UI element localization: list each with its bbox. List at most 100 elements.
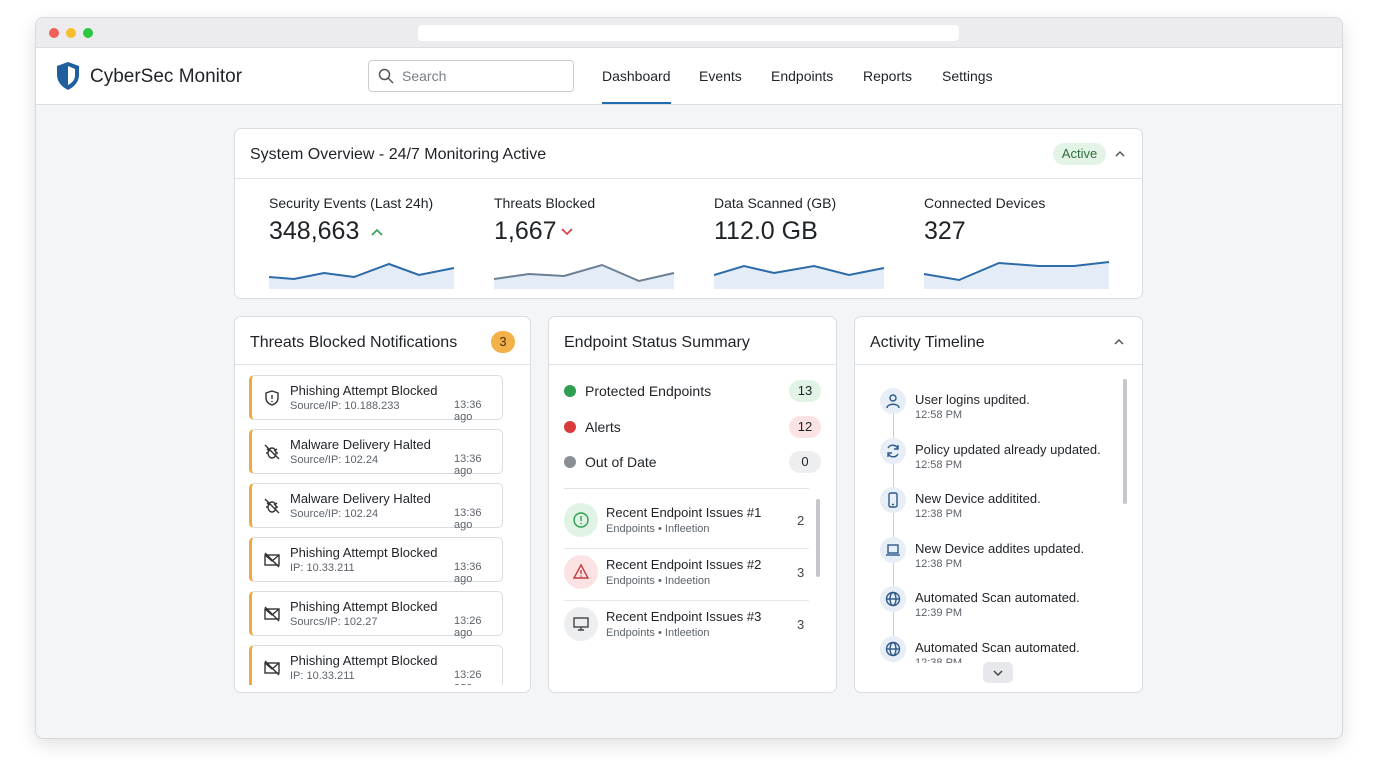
- notification-icon: [263, 605, 281, 628]
- metric-label: Security Events (Last 24h): [269, 195, 434, 211]
- divider: [235, 364, 530, 365]
- app-header: CyberSec Monitor Search Dashboard Events E…: [36, 48, 1342, 105]
- divider: [549, 364, 836, 365]
- issue-title: Recent Endpoint Issues #3: [606, 609, 762, 624]
- close-button[interactable]: [49, 28, 59, 38]
- status-label: Out of Date: [585, 454, 657, 470]
- notification-item[interactable]: Malware Delivery Halted Source/IP: 102.24…: [249, 483, 503, 531]
- logo: [57, 62, 79, 90]
- event-time: 12:38 PM: [915, 656, 963, 664]
- overview-card: System Overview - 24/7 Monitoring Active…: [234, 128, 1143, 299]
- nav-item[interactable]: Endpoints: [771, 68, 834, 84]
- divider: [564, 600, 809, 601]
- icon: [887, 444, 899, 457]
- notifications-card: Threats Blocked Notifications 3 Phishing…: [234, 316, 531, 693]
- timeline-icon: [880, 536, 906, 563]
- notification-source: Source/IP: 102.24: [290, 508, 379, 520]
- notification-source: Sourcs/IP: 102.27: [290, 616, 378, 628]
- issue-count: 3: [797, 565, 805, 580]
- timeline-card: Activity Timeline User logins updited. 12…: [854, 316, 1143, 693]
- icon: [264, 660, 280, 676]
- icon: [888, 492, 898, 508]
- nav-item[interactable]: Events: [699, 68, 742, 84]
- notification-time: 13:26 ago: [454, 615, 482, 639]
- timeline-icon: [880, 437, 906, 464]
- nav-item[interactable]: Reports: [863, 68, 913, 84]
- issue-icon: [564, 607, 598, 641]
- event-text: User logins updited.: [915, 392, 1030, 407]
- event-time: 12:58 PM: [915, 458, 963, 471]
- metric-label: Data Scanned (GB): [714, 195, 837, 211]
- divider: [855, 364, 1142, 365]
- issue-icon: [564, 555, 598, 589]
- search-box[interactable]: Search: [368, 60, 574, 92]
- sparkline: [493, 253, 684, 294]
- minimize-button[interactable]: [66, 28, 76, 38]
- notification-title: Malware Delivery Halted: [290, 437, 431, 452]
- notification-source: Source/IP: 10.188.233: [290, 400, 400, 412]
- notification-item[interactable]: Phishing Attempt Blocked Sourcs/IP: 102.2…: [249, 591, 503, 639]
- scroll-down-button[interactable]: [983, 662, 1013, 683]
- notification-icon: [263, 443, 281, 466]
- endpoints-title: Endpoint Status Summary: [564, 334, 750, 351]
- issue-count: 3: [797, 617, 805, 632]
- notification-item[interactable]: Malware Delivery Halted Source/IP: 102.24…: [249, 429, 503, 477]
- notification-item[interactable]: Phishing Attempt Blocked Source/IP: 10.18…: [249, 375, 503, 423]
- scrollbar[interactable]: [1123, 379, 1127, 504]
- count-badge: 3: [491, 331, 515, 353]
- status-count: 13: [789, 380, 821, 402]
- icon: [885, 591, 901, 607]
- status-label: Protected Endpoints: [585, 383, 712, 399]
- title-bar: [36, 18, 1342, 48]
- notification-title: Phishing Attempt Blocked: [290, 599, 438, 614]
- notification-time: 13:36 ago: [454, 507, 482, 531]
- notification-item[interactable]: Phishing Attempt Blocked IP: 10.33.211 13:…: [249, 537, 503, 585]
- timeline-icon: [880, 635, 906, 662]
- icon: [264, 498, 280, 514]
- address-bar[interactable]: [418, 25, 959, 41]
- event-time: 12:38 PM: [915, 508, 963, 520]
- scrollbar[interactable]: [816, 499, 820, 577]
- metric-label: Connected Devices: [924, 195, 1046, 211]
- status-count: 0: [789, 451, 821, 473]
- issue-count: 2: [797, 513, 805, 528]
- collapse-icon[interactable]: [1113, 147, 1127, 161]
- status-dot: [564, 420, 576, 433]
- notification-list: Phishing Attempt Blocked Source/IP: 10.18…: [235, 365, 530, 685]
- event-time: 12:58 PM: [915, 409, 963, 421]
- nav-item[interactable]: Settings: [942, 68, 993, 84]
- status-count: 12: [789, 415, 821, 438]
- sparkline: [923, 253, 1114, 294]
- issue-subtitle: Endpoints • Infleetion: [606, 523, 710, 535]
- event-text: Automated Scan automated.: [915, 639, 1080, 655]
- browser-window: CyberSec Monitor Search Dashboard Events E…: [35, 17, 1343, 739]
- timeline-icon: [880, 388, 906, 414]
- notification-source: IP: 10.33.211: [290, 562, 355, 574]
- nav-item[interactable]: Dashboard: [602, 68, 671, 104]
- status-label: Alerts: [585, 418, 621, 435]
- maximize-button[interactable]: [83, 28, 93, 38]
- notification-time: 13:36 ago: [454, 399, 482, 423]
- notification-item[interactable]: Phishing Attempt Blocked IP: 10.33.211 13:…: [249, 645, 503, 685]
- issue-subtitle: Endpoints • Intleetion: [606, 627, 710, 639]
- notification-title: Malware Delivery Halted: [290, 491, 431, 506]
- event-time: 12:39 PM: [915, 607, 963, 619]
- icon: [572, 563, 590, 579]
- notification-source: Source/IP: 102.24: [290, 454, 379, 466]
- notification-title: Phishing Attempt Blocked: [290, 653, 438, 668]
- icon: [264, 552, 280, 568]
- notification-title: Phishing Attempt Blocked: [290, 383, 438, 398]
- divider: [564, 548, 809, 549]
- issue-icon: [564, 503, 598, 537]
- trend-icon: [370, 225, 384, 243]
- icon: [264, 444, 280, 460]
- icon: [265, 390, 279, 406]
- notification-time: 13:36 ago: [454, 561, 482, 585]
- timeline-icon: [880, 586, 906, 612]
- notification-icon: [263, 497, 281, 520]
- metric-value: 348,663: [269, 217, 360, 245]
- collapse-icon[interactable]: [1112, 335, 1126, 349]
- icon: [886, 394, 900, 409]
- timeline-title: Activity Timeline: [870, 334, 985, 351]
